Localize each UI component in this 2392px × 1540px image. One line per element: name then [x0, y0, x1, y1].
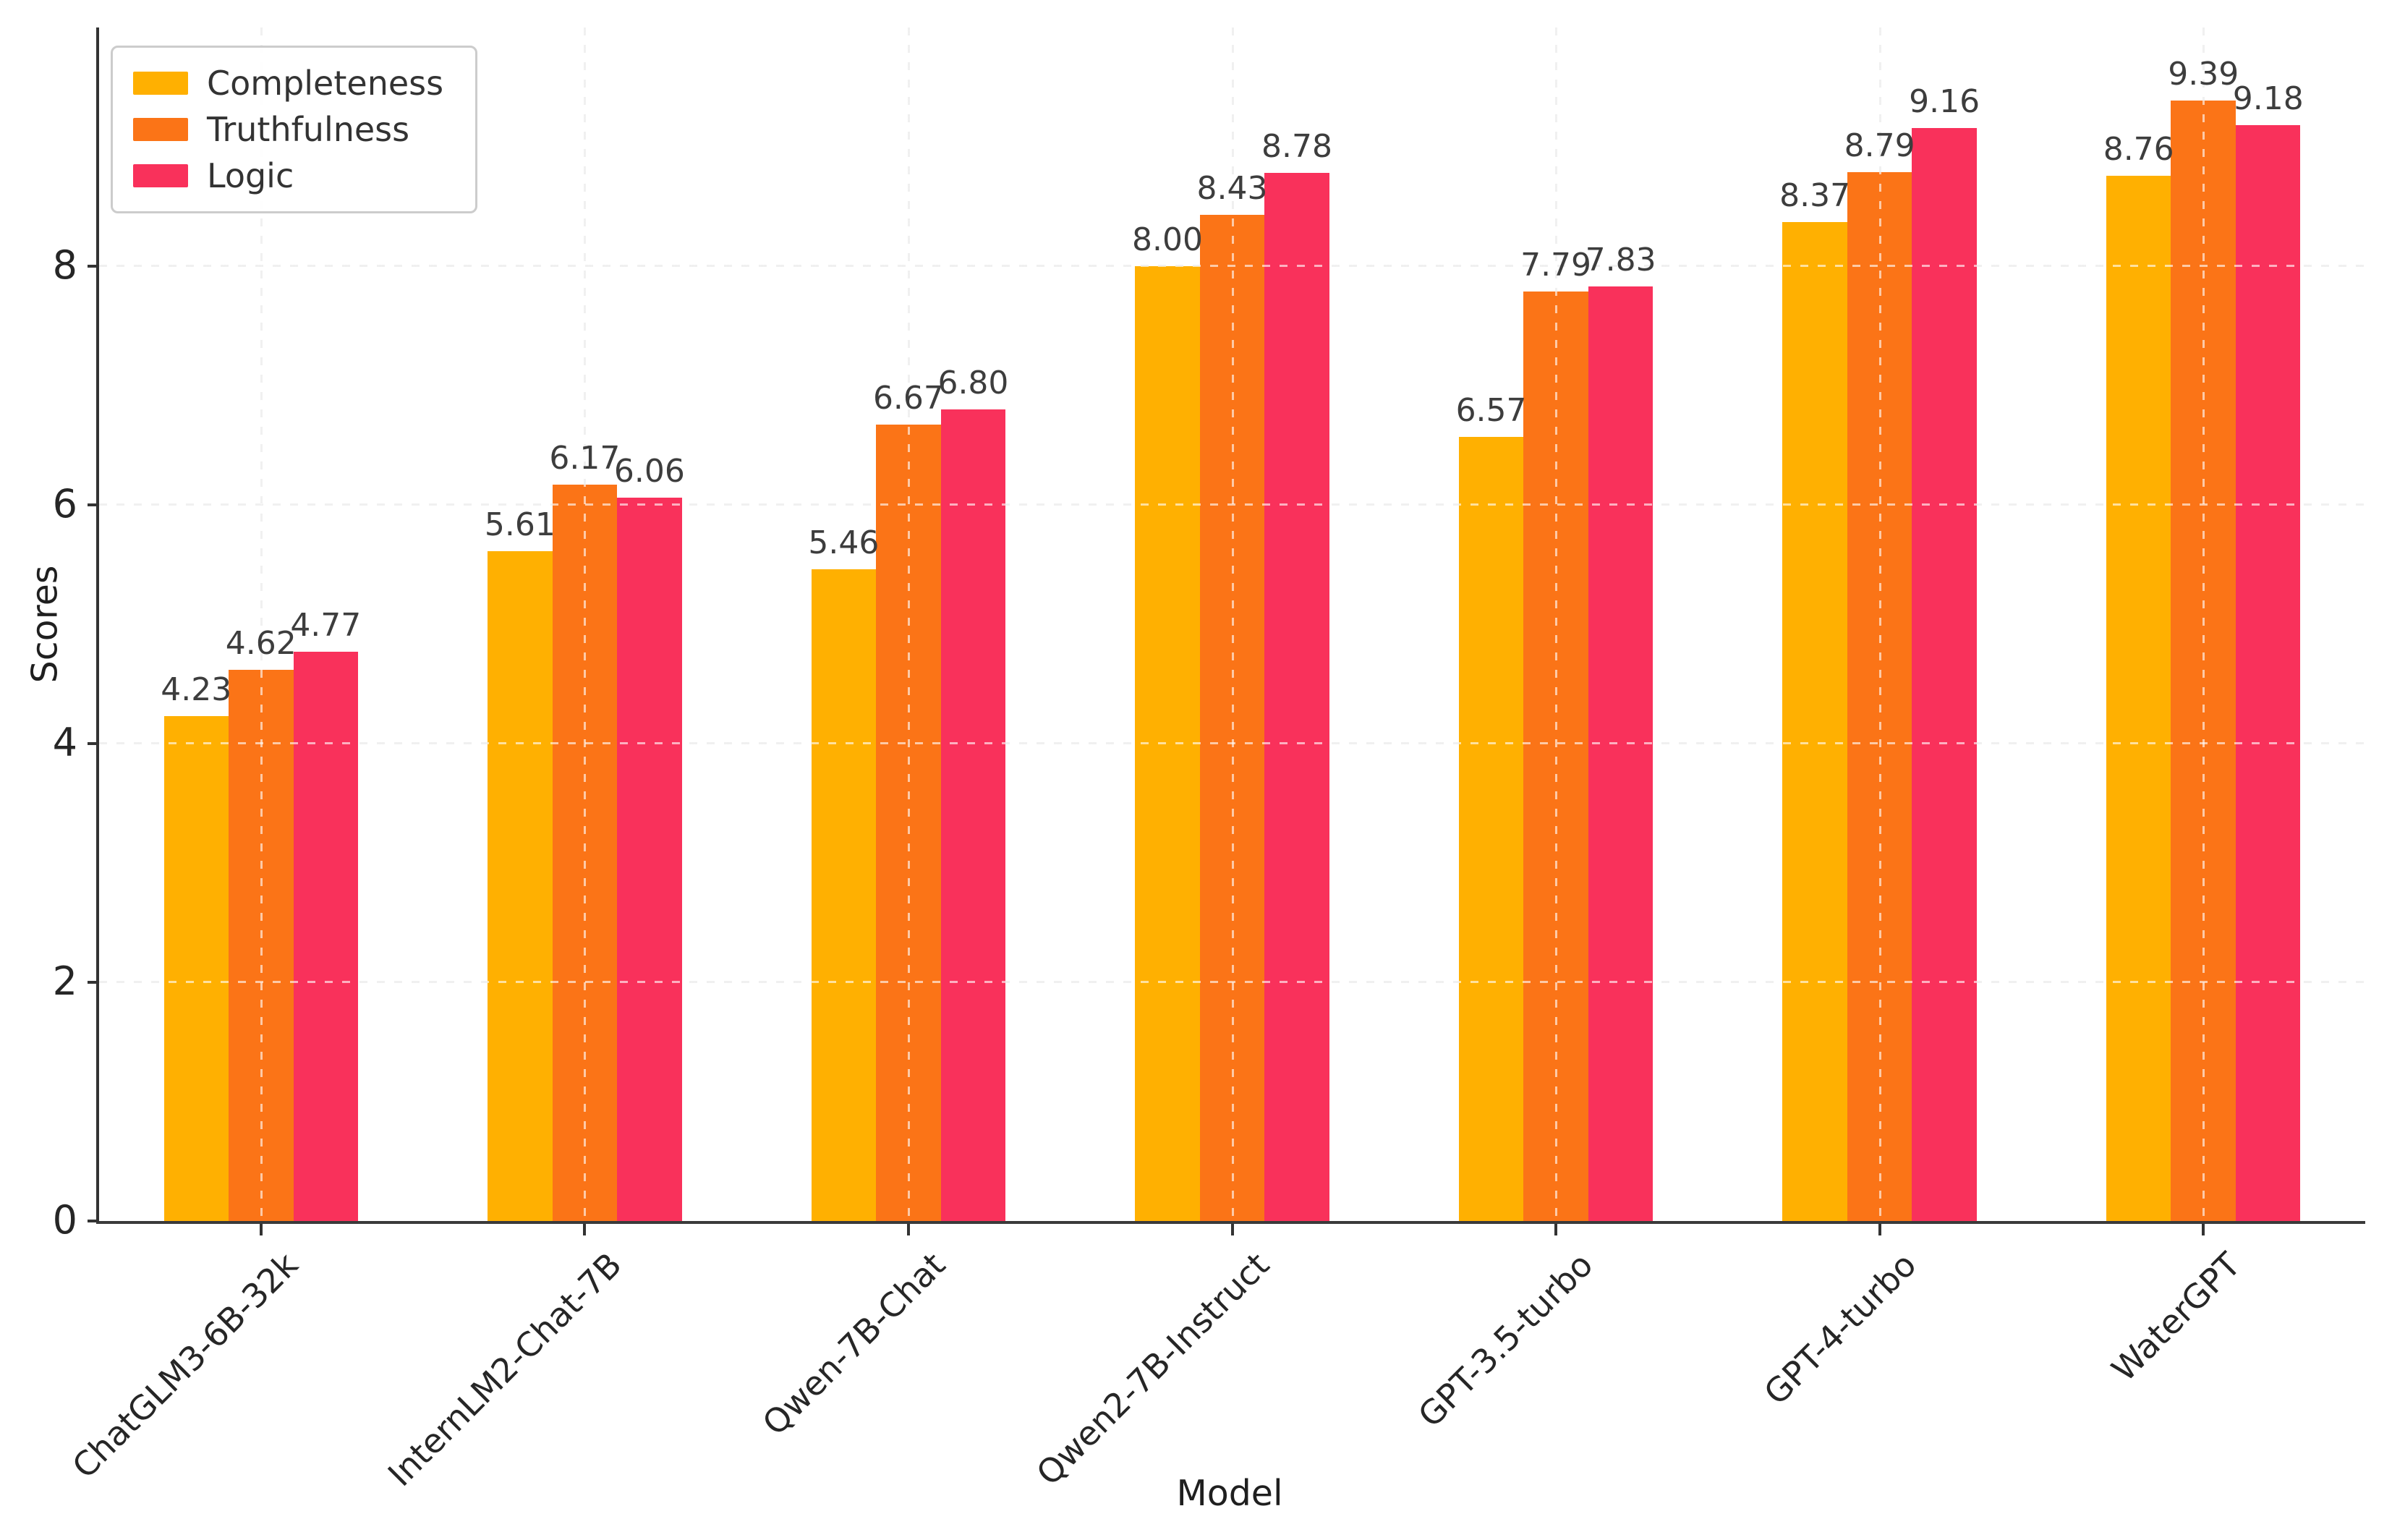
legend-item: Truthfulness	[133, 113, 443, 146]
x-tick-label: InternLM2-Chat-7B	[380, 1245, 629, 1494]
bar-value-label: 8.43	[1196, 170, 1268, 208]
legend-swatch-truthfulness	[133, 118, 188, 141]
legend-label: Logic	[207, 156, 294, 195]
bar-value-label: 8.00	[1132, 221, 1203, 258]
bars-layer	[99, 27, 2365, 1221]
bar-value-label: 4.77	[290, 606, 362, 644]
y-tick-mark	[88, 265, 99, 268]
gridline-vertical	[1231, 27, 1234, 1221]
bar-completeness-Qwen-7B-Chat	[811, 569, 877, 1221]
bar-value-label: 7.83	[1585, 242, 1656, 279]
y-tick-label: 8	[52, 242, 77, 288]
x-tick-label: Qwen-7B-Chat	[754, 1245, 953, 1443]
bar-value-label: 8.37	[1779, 176, 1851, 214]
legend-swatch-logic	[133, 164, 188, 187]
y-axis-spine	[96, 27, 99, 1224]
bar-value-label: 9.18	[2232, 80, 2304, 118]
bar-group	[2041, 27, 2365, 1221]
bar-value-label: 6.57	[1455, 391, 1527, 429]
y-tick-mark	[88, 981, 99, 984]
bar-value-label: 4.23	[161, 671, 232, 709]
y-tick-mark	[88, 503, 99, 506]
y-tick-label: 0	[52, 1197, 77, 1243]
bar-completeness-GPT-4-turbo	[1782, 221, 1847, 1221]
x-tick-mark	[1554, 1224, 1558, 1235]
x-tick-mark	[1230, 1224, 1234, 1235]
x-tick-mark	[583, 1224, 587, 1235]
bar-logic-Qwen-7B-Chat	[940, 409, 1006, 1221]
y-axis-title: Scores	[24, 565, 66, 684]
legend-swatch-completeness	[133, 72, 188, 95]
legend-label: Truthfulness	[207, 110, 410, 149]
gridline-vertical	[1878, 27, 1881, 1221]
bar-completeness-InternLM2-Chat-7B	[488, 551, 553, 1221]
x-axis-spine	[96, 1221, 2365, 1224]
bar-completeness-ChatGLM3-6B-32k	[163, 716, 229, 1221]
x-tick-mark	[1878, 1224, 1881, 1235]
bar-logic-Qwen2-7B-Instruct	[1264, 173, 1329, 1221]
legend-item: Logic	[133, 159, 443, 192]
bar-logic-ChatGLM3-6B-32k	[293, 651, 359, 1221]
legend: Completeness Truthfulness Logic	[111, 46, 478, 213]
y-tick-label: 2	[52, 958, 77, 1004]
bar-value-label: 5.61	[484, 506, 556, 544]
gridline-vertical	[260, 27, 263, 1221]
x-tick-label: Qwen2-7B-Instruct	[1029, 1245, 1277, 1493]
x-tick-label: GPT-4-turbo	[1756, 1245, 1925, 1413]
bar-completeness-WaterGPT	[2106, 175, 2171, 1221]
bar-value-label: 8.78	[1261, 128, 1332, 166]
gridlines-overlay	[99, 27, 2365, 1221]
x-tick-label: ChatGLM3-6B-32k	[64, 1245, 306, 1486]
bar-value-label: 9.39	[2168, 55, 2239, 93]
x-tick-label: GPT-3.5-turbo	[1410, 1245, 1601, 1435]
plot-area: 4.23 4.62 4.77 5.61 6.17 6.06 5.46 6.67 6.80 8.00…	[53, 27, 2365, 1494]
bar-value-label: 5.46	[808, 524, 880, 562]
y-tick-mark	[88, 742, 99, 745]
gridline-vertical	[584, 27, 587, 1221]
bar-value-label: 8.76	[2103, 130, 2174, 168]
bar-value-label: 7.79	[1520, 246, 1592, 284]
bar-logic-GPT-3.5-turbo	[1588, 286, 1653, 1221]
bar-value-label: 4.62	[225, 624, 297, 662]
x-tick-label: WaterGPT	[2103, 1245, 2248, 1390]
gridline-vertical	[1555, 27, 1558, 1221]
x-tick-mark	[906, 1224, 910, 1235]
legend-item: Completeness	[133, 67, 443, 100]
bar-value-label: 6.17	[549, 439, 621, 477]
legend-label: Completeness	[207, 64, 444, 103]
bar-value-label: 6.80	[937, 365, 1009, 401]
y-tick-label: 6	[52, 481, 77, 527]
gridline-vertical	[2202, 27, 2205, 1221]
bar-logic-WaterGPT	[2235, 125, 2301, 1221]
x-tick-mark	[259, 1224, 263, 1235]
bar-logic-GPT-4-turbo	[1912, 127, 1977, 1221]
bar-value-label: 6.67	[872, 380, 944, 417]
x-tick-mark	[2202, 1224, 2205, 1235]
bar-value-label: 8.79	[1844, 127, 1915, 164]
y-tick-label: 4	[52, 720, 77, 765]
value-labels-layer: 4.23 4.62 4.77 5.61 6.17 6.06 5.46 6.67 6.80 8.00…	[99, 27, 2365, 1221]
bar-value-label: 9.16	[1909, 82, 1980, 120]
y-tick-mark	[88, 1220, 99, 1222]
x-axis-title: Model	[1176, 1473, 1283, 1514]
bar-value-label: 6.06	[613, 453, 685, 490]
bar-completeness-GPT-3.5-turbo	[1458, 436, 1524, 1221]
bar-logic-InternLM2-Chat-7B	[617, 498, 682, 1221]
gridline-vertical	[907, 27, 910, 1221]
